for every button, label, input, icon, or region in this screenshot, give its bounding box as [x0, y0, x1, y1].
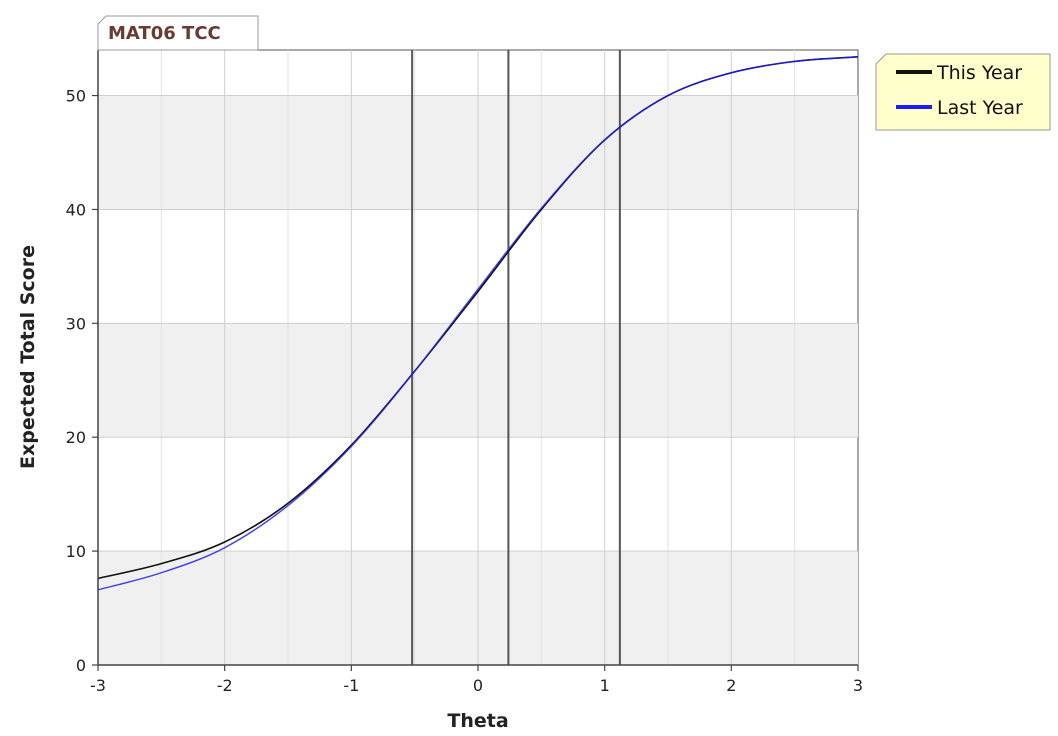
y-tick-label: 30 — [66, 314, 86, 333]
y-tick-label: 10 — [66, 542, 86, 561]
y-tick-label: 20 — [66, 428, 86, 447]
y-tick-label: 40 — [66, 200, 86, 219]
x-axis-title: Theta — [447, 710, 508, 732]
x-tick-label: 2 — [726, 676, 736, 695]
axes — [92, 50, 859, 671]
chart-title: MAT06 TCC — [108, 23, 221, 44]
legend-label-last-year: Last Year — [937, 97, 1023, 119]
x-tick-label: 0 — [473, 676, 483, 695]
chart-title-tab: MAT06 TCC — [97, 15, 259, 51]
y-axis-title: Expected Total Score — [17, 245, 39, 469]
series-line-last-year — [97, 56, 859, 591]
series-group — [97, 56, 859, 591]
x-tick-label: 1 — [600, 676, 610, 695]
x-tick-label: -2 — [217, 676, 233, 695]
legend-label-this-year: This Year — [936, 62, 1022, 84]
reference-lines — [411, 50, 621, 665]
y-tick-label: 50 — [66, 87, 86, 106]
x-tick-label: 3 — [853, 676, 863, 695]
y-tick-label: 0 — [76, 656, 86, 675]
x-tick-label: -1 — [343, 676, 359, 695]
x-tick-label: -3 — [90, 676, 106, 695]
grid-lines — [98, 50, 858, 665]
legend: This Year Last Year — [875, 53, 1051, 131]
